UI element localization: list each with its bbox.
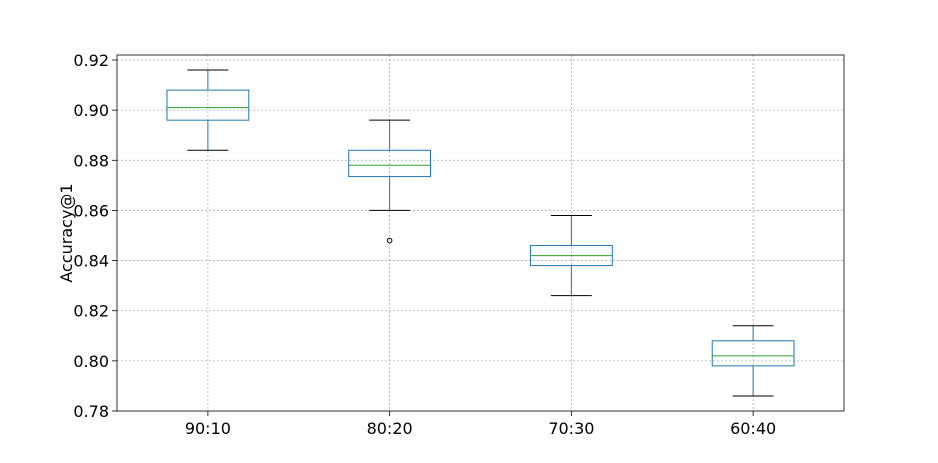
box-plot-80-20 <box>348 119 432 244</box>
y-axis-ticks: 0.78 0.80 0.82 0.84 0.86 0.88 0.90 0.92 <box>73 51 117 421</box>
x-tick-label: 90:10 <box>185 419 231 438</box>
plot-frame <box>116 54 845 412</box>
y-tick-label: 0.86 <box>73 201 109 220</box>
x-axis-ticks: 90:10 80:20 70:30 60:40 <box>185 411 776 438</box>
outlier-point <box>386 237 393 244</box>
box-plot-90-10 <box>166 69 250 151</box>
x-tick-label: 60:40 <box>730 419 776 438</box>
box <box>348 149 432 178</box>
box <box>711 340 795 367</box>
grid-lines <box>117 55 844 412</box>
y-tick-label: 0.88 <box>73 151 109 170</box>
x-tick-label: 70:30 <box>548 419 594 438</box>
y-tick-label: 0.92 <box>73 51 109 70</box>
y-tick-label: 0.84 <box>73 252 109 271</box>
y-tick-label: 0.82 <box>73 302 109 321</box>
box-plot-70-30 <box>529 214 613 297</box>
box-plots <box>166 69 795 397</box>
y-tick-label: 0.78 <box>73 402 109 421</box>
box <box>166 89 250 121</box>
y-tick-label: 0.80 <box>73 352 109 371</box>
y-axis-label: Accuracy@1 <box>57 183 76 282</box>
box-plot-60-40 <box>711 325 795 397</box>
y-tick-label: 0.90 <box>73 101 109 120</box>
x-tick-label: 80:20 <box>367 419 413 438</box>
